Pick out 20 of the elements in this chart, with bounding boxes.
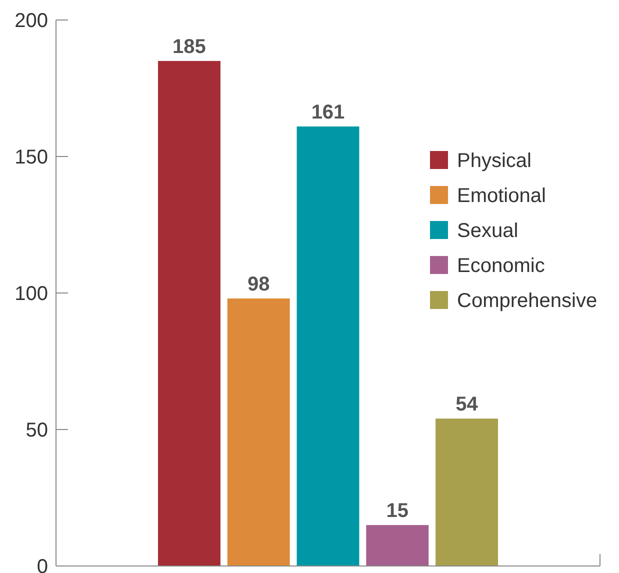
bar	[158, 60, 220, 566]
legend-label: Comprehensive	[457, 290, 598, 312]
data-label: 98	[247, 273, 270, 296]
y-tick-label: 0	[36, 556, 48, 573]
legend-label: Economic	[457, 255, 545, 277]
data-label: 54	[456, 394, 479, 416]
bar	[296, 126, 360, 566]
y-tick-label: 100	[14, 283, 48, 305]
bar	[227, 298, 290, 566]
legend-label: Emotional	[457, 185, 546, 207]
legend-label: Physical	[457, 150, 532, 172]
bar	[366, 525, 429, 566]
data-label: 161	[311, 101, 345, 124]
bar	[436, 418, 498, 566]
y-tick-label: 150	[14, 146, 48, 168]
y-tick-label: 200	[14, 10, 48, 32]
data-label: 185	[172, 36, 206, 58]
data-label: 15	[386, 500, 409, 522]
y-tick-label: 50	[26, 420, 48, 442]
legend-label: Sexual	[457, 220, 518, 242]
